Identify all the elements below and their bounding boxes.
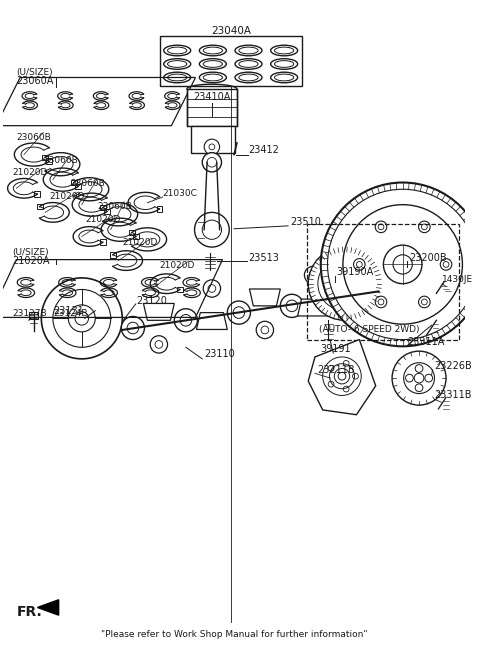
Bar xyxy=(37,204,43,210)
Bar xyxy=(187,89,237,125)
Text: 21020D: 21020D xyxy=(159,261,194,270)
Circle shape xyxy=(150,336,168,353)
Bar xyxy=(156,206,162,212)
Circle shape xyxy=(375,221,387,233)
Text: (AUTO- 6 SPEED 2WD): (AUTO- 6 SPEED 2WD) xyxy=(319,325,420,334)
Text: 23040A: 23040A xyxy=(211,26,251,36)
Text: 23211B: 23211B xyxy=(317,365,355,375)
Circle shape xyxy=(384,245,422,284)
Circle shape xyxy=(354,259,365,270)
Text: 23226B: 23226B xyxy=(434,361,472,371)
Text: 21020D: 21020D xyxy=(85,215,121,223)
Text: 23060B: 23060B xyxy=(43,156,78,165)
Text: (U/SIZE): (U/SIZE) xyxy=(16,68,53,77)
Circle shape xyxy=(256,321,274,338)
Bar xyxy=(110,252,116,258)
Circle shape xyxy=(329,268,360,299)
Bar xyxy=(191,125,235,152)
Circle shape xyxy=(419,296,430,307)
Circle shape xyxy=(415,384,423,392)
Text: 23060A: 23060A xyxy=(16,76,54,86)
Text: 23131: 23131 xyxy=(53,306,84,315)
Circle shape xyxy=(228,301,251,324)
Bar xyxy=(133,234,139,239)
Text: 23311A: 23311A xyxy=(408,336,445,346)
Circle shape xyxy=(41,278,122,359)
Text: 21030C: 21030C xyxy=(163,189,198,198)
Bar xyxy=(35,191,40,197)
Circle shape xyxy=(375,296,387,307)
Circle shape xyxy=(204,139,219,154)
Text: 23311B: 23311B xyxy=(434,390,472,401)
Text: 21020D: 21020D xyxy=(122,238,157,247)
Bar xyxy=(104,208,110,214)
Text: 23060B: 23060B xyxy=(70,179,105,188)
Text: 23110: 23110 xyxy=(204,349,235,359)
Text: 23060B: 23060B xyxy=(97,202,132,211)
Circle shape xyxy=(121,317,144,340)
Polygon shape xyxy=(37,600,59,615)
Text: 23127B: 23127B xyxy=(12,309,47,318)
Circle shape xyxy=(392,351,446,405)
Text: 23510: 23510 xyxy=(290,217,321,227)
Polygon shape xyxy=(144,304,174,321)
Circle shape xyxy=(404,363,434,394)
Circle shape xyxy=(425,374,432,382)
Text: 23513: 23513 xyxy=(249,253,279,263)
Bar xyxy=(307,224,458,340)
Circle shape xyxy=(343,205,462,324)
Bar xyxy=(100,204,106,210)
Polygon shape xyxy=(308,340,376,415)
Bar xyxy=(100,239,106,245)
Circle shape xyxy=(68,305,96,332)
Bar xyxy=(42,154,48,160)
Text: 23124B: 23124B xyxy=(53,309,87,318)
Circle shape xyxy=(419,221,430,233)
Bar xyxy=(129,230,134,235)
Text: 23060B: 23060B xyxy=(16,133,51,142)
Text: 39190A: 39190A xyxy=(336,267,373,277)
Bar xyxy=(29,311,38,319)
Circle shape xyxy=(440,259,452,270)
Bar xyxy=(160,36,302,86)
Text: 21020D: 21020D xyxy=(49,191,84,200)
Text: "Please refer to Work Shop Manual for further information": "Please refer to Work Shop Manual for fu… xyxy=(101,630,367,639)
Polygon shape xyxy=(196,313,228,329)
Circle shape xyxy=(324,288,347,311)
Bar xyxy=(46,158,52,164)
Circle shape xyxy=(308,247,382,321)
Text: FR.: FR. xyxy=(16,605,42,620)
Polygon shape xyxy=(298,299,328,316)
Circle shape xyxy=(194,212,229,247)
Bar xyxy=(75,183,81,189)
Polygon shape xyxy=(250,289,280,306)
Bar xyxy=(71,179,77,185)
Circle shape xyxy=(280,294,303,317)
Text: 23120: 23120 xyxy=(137,296,168,306)
Circle shape xyxy=(321,183,480,346)
Circle shape xyxy=(202,152,221,172)
Circle shape xyxy=(415,365,423,373)
Text: 23410A: 23410A xyxy=(193,92,230,102)
Circle shape xyxy=(203,280,220,297)
Text: 23200B: 23200B xyxy=(409,253,447,263)
Text: 23412: 23412 xyxy=(249,145,279,155)
Text: 39191: 39191 xyxy=(321,344,351,354)
Text: 21020A: 21020A xyxy=(12,256,50,265)
Text: 1430JE: 1430JE xyxy=(442,275,473,284)
Bar xyxy=(177,286,183,292)
Circle shape xyxy=(304,266,322,284)
Circle shape xyxy=(174,309,197,332)
Text: (U/SIZE): (U/SIZE) xyxy=(12,248,49,258)
Circle shape xyxy=(406,374,413,382)
Text: 21020D: 21020D xyxy=(12,168,48,177)
